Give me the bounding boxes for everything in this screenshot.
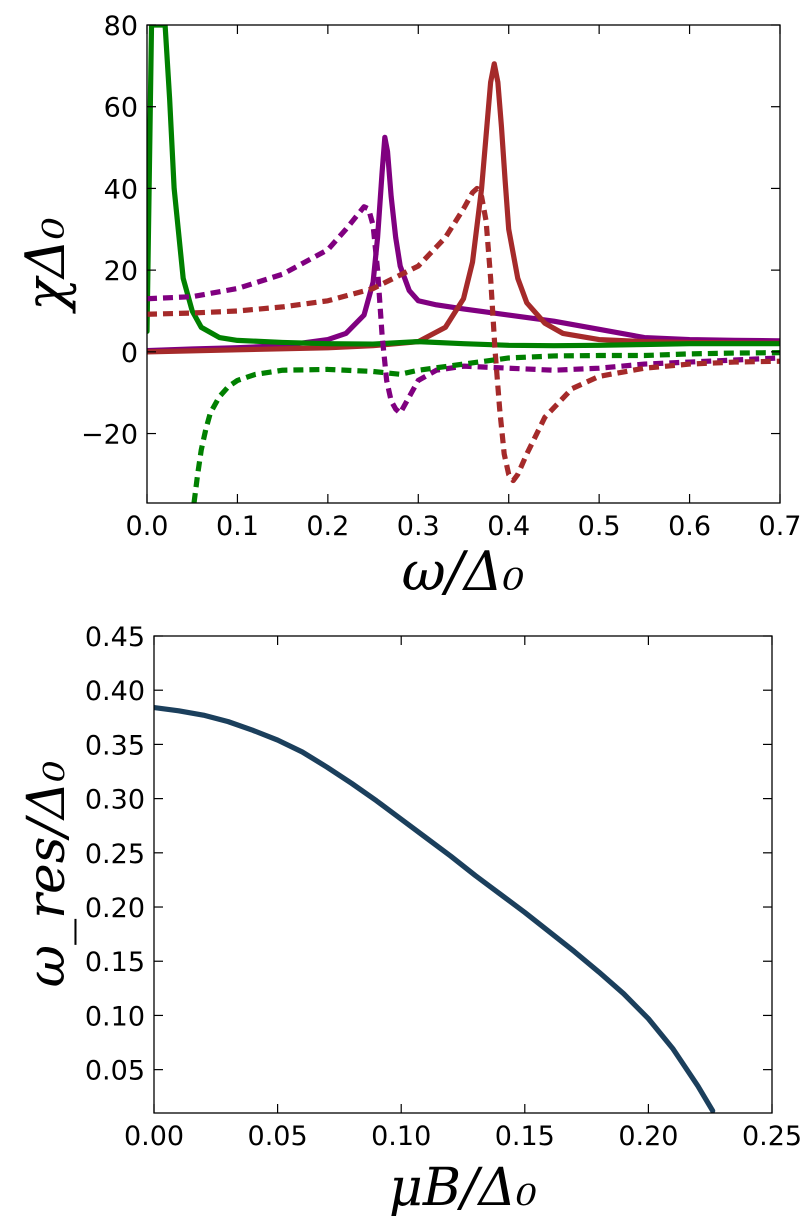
bottom-y-axis-label: ω_res/Δ₀ xyxy=(17,761,77,988)
bottom-chart: 0.00 0.05 0.10 0.15 0.20 0.25 0.05 0.10 0.15 0.20… xyxy=(17,622,802,1218)
x-tick-label: 0.00 xyxy=(124,1121,184,1152)
x-tick-label: 0.3 xyxy=(397,511,440,542)
x-tick-label: 0.20 xyxy=(618,1121,678,1152)
x-tick-label: 0.15 xyxy=(495,1121,555,1152)
series-brown-dashed-line xyxy=(147,185,780,484)
x-tick-label: 0.0 xyxy=(126,511,169,542)
bottom-tick-labels: 0.00 0.05 0.10 0.15 0.20 0.25 0.05 0.10 0.15 0.20… xyxy=(85,622,802,1152)
y-tick-label: 20 xyxy=(104,256,138,287)
bottom-plot-area xyxy=(154,704,716,1113)
y-tick-label: 0.25 xyxy=(85,839,145,870)
y-tick-label: −20 xyxy=(81,420,138,451)
bottom-axes-frame xyxy=(153,635,773,1114)
x-tick-label: 0.05 xyxy=(248,1121,308,1152)
resonance-frequency-line xyxy=(154,704,716,1113)
top-tick-labels: 0.0 0.1 0.2 0.3 0.4 0.5 0.6 0.7 −20 0 20 40 60 80 xyxy=(81,11,801,542)
y-tick-label: 0.05 xyxy=(85,1056,145,1087)
series-purple-dashed-line xyxy=(147,204,780,416)
bottom-x-axis-label: μB/Δ₀ xyxy=(389,1158,537,1218)
y-tick-label: 0 xyxy=(121,338,138,369)
top-x-axis-label: ω/Δ₀ xyxy=(402,540,525,603)
y-tick-label: 0.15 xyxy=(85,947,145,978)
y-tick-label: 0.35 xyxy=(85,730,145,761)
series-green-dashed-line xyxy=(191,350,780,503)
x-tick-label: 0.6 xyxy=(668,511,711,542)
x-tick-label: 0.1 xyxy=(216,511,259,542)
y-tick-label: 40 xyxy=(104,174,138,205)
y-tick-label: 80 xyxy=(104,11,138,42)
x-tick-label: 0.2 xyxy=(306,511,349,542)
series-green-solid-line xyxy=(147,25,780,349)
y-tick-label: 0.45 xyxy=(85,622,145,653)
top-plot-area xyxy=(147,25,780,503)
y-tick-label: 60 xyxy=(104,93,138,124)
y-tick-label: 0.10 xyxy=(85,1001,145,1032)
x-tick-label: 0.4 xyxy=(487,511,530,542)
series-purple-solid-line xyxy=(147,134,780,354)
x-tick-label: 0.7 xyxy=(759,511,802,542)
x-tick-label: 0.5 xyxy=(578,511,621,542)
y-tick-label: 0.20 xyxy=(85,893,145,924)
top-y-axis-label: χΔ₀ xyxy=(14,217,77,314)
x-tick-label: 0.25 xyxy=(742,1121,802,1152)
top-ticks xyxy=(146,24,781,503)
top-axes-frame xyxy=(146,24,781,504)
bottom-ticks xyxy=(153,635,773,1113)
top-chart: 0.0 0.1 0.2 0.3 0.4 0.5 0.6 0.7 −20 0 20 40 60 80 ω/Δ… xyxy=(14,11,801,603)
y-tick-label: 0.40 xyxy=(85,676,145,707)
y-tick-label: 0.30 xyxy=(85,785,145,816)
x-tick-label: 0.10 xyxy=(371,1121,431,1152)
